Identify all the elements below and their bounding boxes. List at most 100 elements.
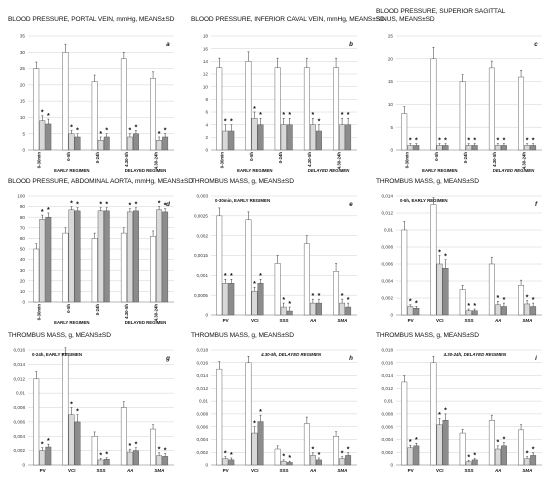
category-label: 4.30-5h bbox=[492, 152, 497, 167]
category-label: PV bbox=[408, 468, 414, 473]
bar bbox=[280, 460, 287, 466]
bar bbox=[228, 283, 235, 316]
bar bbox=[216, 215, 223, 316]
y-tick-label: 15 bbox=[20, 99, 26, 104]
significance-star: * bbox=[409, 439, 412, 446]
bar bbox=[430, 58, 437, 151]
y-tick-label: 0,002 bbox=[382, 296, 394, 301]
significance-star: * bbox=[444, 408, 447, 415]
category-label: VCI bbox=[68, 468, 76, 473]
bar bbox=[309, 302, 316, 316]
y-tick-label: 4 bbox=[205, 122, 208, 127]
bar bbox=[459, 81, 466, 151]
bar bbox=[257, 283, 264, 316]
y-tick-label: 0 bbox=[205, 463, 208, 468]
significance-star: * bbox=[497, 295, 500, 302]
y-tick-label: 30 bbox=[20, 268, 26, 273]
significance-star: * bbox=[415, 300, 418, 307]
significance-star: * bbox=[135, 442, 138, 449]
bar bbox=[430, 362, 437, 466]
category-label: 4.30-5h bbox=[124, 304, 129, 319]
bar bbox=[103, 136, 110, 151]
significance-star: * bbox=[503, 297, 506, 304]
y-tick-label: 0,01 bbox=[16, 391, 25, 396]
significance-star: * bbox=[158, 131, 161, 138]
panel-letter: h bbox=[349, 355, 353, 362]
significance-star: * bbox=[503, 436, 506, 443]
bar bbox=[97, 459, 104, 466]
significance-star: * bbox=[70, 401, 73, 408]
significance-star: * bbox=[230, 273, 233, 280]
bar bbox=[488, 67, 495, 151]
y-tick-label: 20 bbox=[20, 278, 26, 283]
significance-star: * bbox=[224, 450, 227, 457]
significance-star: * bbox=[230, 452, 233, 459]
bar bbox=[303, 243, 310, 316]
bar bbox=[216, 368, 223, 466]
y-tick-label: 18 bbox=[203, 34, 209, 39]
panel-letter: b bbox=[349, 41, 353, 48]
significance-star: * bbox=[253, 420, 256, 427]
chart-subtitle: 0-30min, EARLY REGIMEN bbox=[215, 198, 271, 203]
bar bbox=[39, 450, 46, 466]
category-label: VCI bbox=[436, 318, 444, 323]
bar bbox=[62, 52, 69, 151]
significance-star: * bbox=[259, 409, 262, 416]
panel-letter: e bbox=[349, 201, 353, 208]
significance-star: * bbox=[341, 112, 344, 119]
bar bbox=[162, 456, 169, 466]
chart-title: THROMBUS MASS, g, MEANS±SD bbox=[191, 332, 294, 339]
category-label: SSS bbox=[279, 468, 288, 473]
y-tick-label: 0,002 bbox=[382, 450, 394, 455]
y-tick-label: 0,01 bbox=[199, 399, 208, 404]
bar bbox=[315, 302, 322, 316]
significance-star: * bbox=[76, 128, 79, 135]
y-tick-label: 0,018 bbox=[382, 348, 394, 353]
significance-star: * bbox=[312, 112, 315, 119]
bar bbox=[494, 304, 501, 316]
significance-star: * bbox=[438, 137, 441, 144]
y-tick-label: 0,004 bbox=[382, 279, 394, 284]
bar bbox=[120, 407, 127, 466]
bar bbox=[430, 204, 437, 316]
significance-star: * bbox=[41, 209, 44, 216]
bar bbox=[500, 445, 507, 466]
y-tick-label: 0,01 bbox=[384, 228, 393, 233]
bar bbox=[91, 81, 98, 151]
bar bbox=[74, 421, 81, 466]
chart-panel-c: BLOOD PRESSURE, SUPERIOR SAGITTAL SINUS,… bbox=[370, 8, 546, 176]
y-tick-label: 0,012 bbox=[197, 386, 209, 391]
significance-star: * bbox=[259, 112, 262, 119]
chart-title: THROMBUS MASS, g, MEANS±SD bbox=[376, 332, 479, 339]
category-label: 4.30-5h bbox=[307, 152, 312, 167]
category-label: 4.30-24h bbox=[153, 152, 158, 170]
chart-title: THROMBUS MASS, g, MEANS±SD bbox=[191, 178, 294, 185]
bar bbox=[442, 420, 449, 466]
category-label: 0-5h bbox=[434, 152, 439, 161]
bar bbox=[103, 459, 110, 466]
bar bbox=[274, 263, 281, 316]
bar bbox=[286, 310, 293, 316]
category-label: PV bbox=[223, 468, 229, 473]
bar bbox=[465, 310, 472, 316]
significance-star: * bbox=[288, 455, 291, 462]
category-label: AA bbox=[494, 468, 502, 473]
bar bbox=[39, 219, 46, 303]
category-label: 0-30min bbox=[220, 152, 225, 169]
bar bbox=[97, 140, 104, 151]
y-tick-label: 2 bbox=[205, 135, 208, 140]
category-label: 0-30min bbox=[405, 152, 410, 169]
category-label: AA bbox=[126, 468, 134, 473]
significance-star: * bbox=[282, 454, 285, 461]
regimen-label: DELAYED REGIMEN bbox=[492, 168, 535, 173]
significance-star: * bbox=[467, 137, 470, 144]
significance-star: * bbox=[230, 118, 233, 125]
bar bbox=[436, 424, 443, 466]
chart-title: BLOOD PRESSURE, PORTAL VEIN, mmHg, MEANS… bbox=[8, 16, 175, 23]
chart-subtitle: 4.30-24h, DELAYED REGIMEN bbox=[443, 352, 506, 357]
bar bbox=[471, 145, 478, 151]
bar bbox=[150, 236, 157, 303]
bar bbox=[488, 420, 495, 466]
